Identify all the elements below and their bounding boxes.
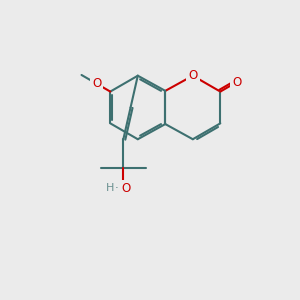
Text: O: O — [92, 77, 101, 90]
Text: O: O — [188, 69, 197, 82]
Text: O: O — [122, 182, 131, 195]
Text: H: H — [106, 184, 115, 194]
Text: O: O — [232, 76, 241, 89]
Text: ·: · — [115, 182, 119, 195]
